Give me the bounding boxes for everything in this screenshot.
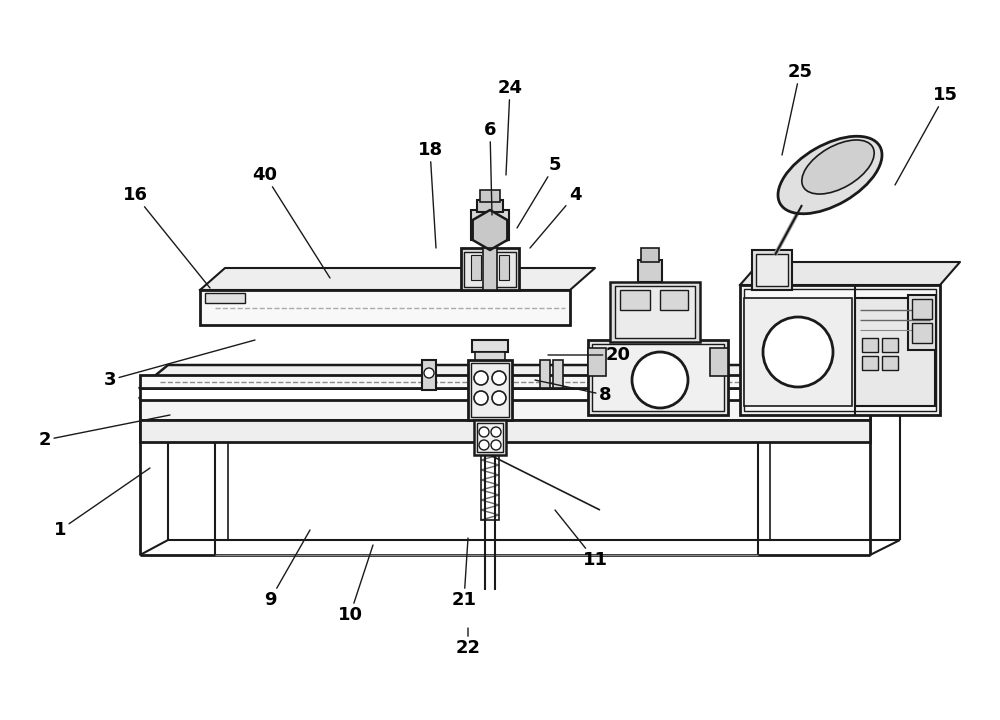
Text: 10: 10 [338,545,373,624]
Polygon shape [140,365,900,388]
Circle shape [479,427,489,437]
Text: 1: 1 [54,468,150,539]
Bar [140,375,870,388]
Text: 6: 6 [484,121,496,215]
Bar [140,420,870,442]
Bar [553,360,563,388]
Polygon shape [200,268,595,290]
Circle shape [474,371,488,385]
Text: 22: 22 [456,628,480,657]
Bar [480,190,500,202]
Bar [908,295,936,350]
Text: 20: 20 [548,346,631,364]
Bar [588,348,606,376]
Bar [477,200,503,212]
Circle shape [763,317,833,387]
Text: 4: 4 [530,186,581,248]
Bar [472,340,508,352]
Bar [862,338,878,352]
Bar [882,356,898,370]
Bar [641,248,659,262]
Bar [471,210,509,240]
Bar [610,282,700,342]
Text: 40: 40 [252,166,330,278]
Bar [474,420,506,455]
Text: 24: 24 [498,79,522,175]
Bar [710,348,728,376]
Polygon shape [740,262,960,285]
Bar [744,298,852,406]
Circle shape [492,371,506,385]
Bar [744,289,936,411]
Polygon shape [473,210,507,250]
Bar [471,363,509,417]
Circle shape [479,440,489,450]
Bar [638,260,662,282]
Bar [756,254,788,286]
Bar [615,286,695,338]
Text: 11: 11 [555,510,608,569]
Bar [499,255,509,280]
Circle shape [424,368,434,378]
Circle shape [492,391,506,405]
Circle shape [491,427,501,437]
Bar [481,420,499,520]
Circle shape [632,352,688,408]
Text: 5: 5 [517,156,561,228]
Bar [483,248,497,290]
Bar [468,360,512,420]
Bar [912,299,932,319]
Bar [862,356,878,370]
Bar [205,293,245,303]
Bar [140,398,870,420]
Bar [588,340,728,415]
Ellipse shape [778,136,882,214]
Text: 3: 3 [104,340,255,389]
Bar [475,352,505,362]
Bar [592,344,724,411]
Polygon shape [140,375,900,398]
Text: 9: 9 [264,530,310,609]
Bar [200,290,570,325]
Text: 16: 16 [122,186,210,288]
Bar [140,388,870,400]
Bar [540,360,550,388]
Text: 8: 8 [535,380,611,404]
Ellipse shape [802,140,874,194]
Text: 18: 18 [417,141,443,248]
Bar [912,323,932,343]
Bar [422,360,436,390]
Bar [620,290,650,310]
Bar [464,252,516,287]
Bar [882,338,898,352]
Text: 25: 25 [782,63,812,155]
Bar [752,250,792,290]
Circle shape [491,440,501,450]
Bar [477,423,503,452]
Text: 21: 21 [452,538,477,609]
Text: 15: 15 [895,86,958,185]
Bar [660,290,688,310]
Circle shape [474,391,488,405]
Bar [740,285,940,415]
Bar [855,298,935,406]
Bar [471,255,481,280]
Bar [461,248,519,290]
Text: 2: 2 [39,415,170,449]
